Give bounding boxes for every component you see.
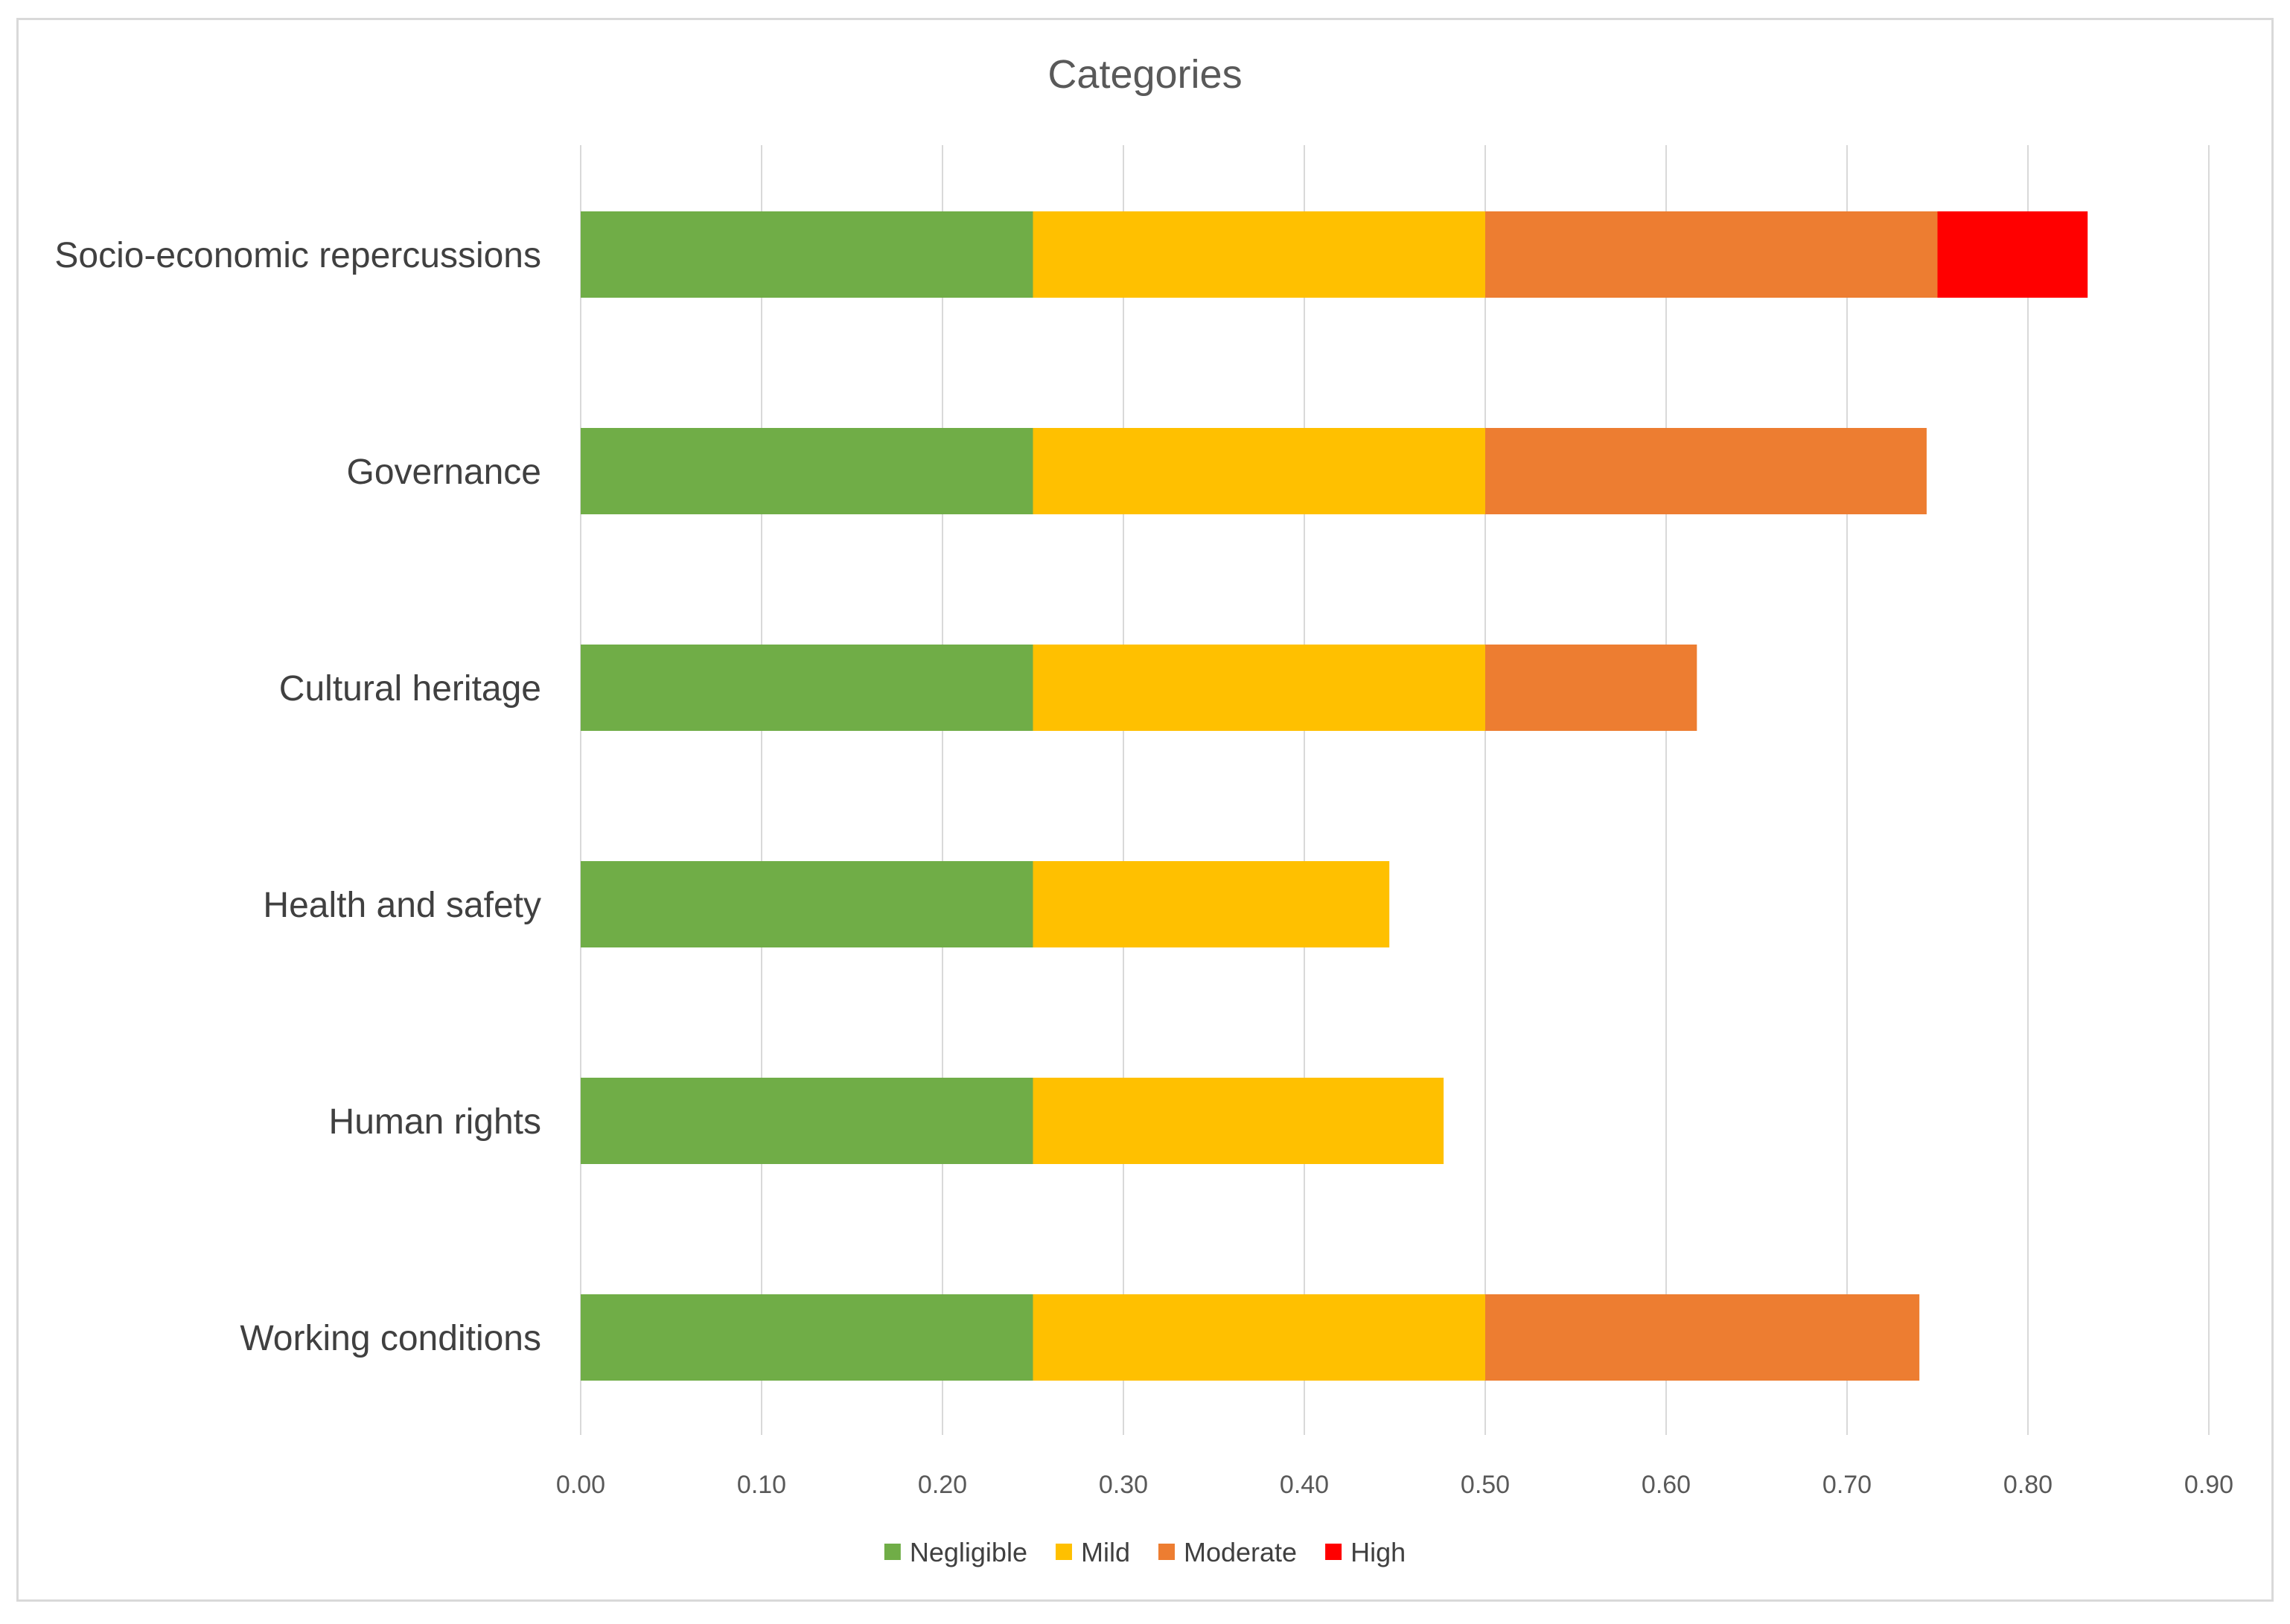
legend-item-moderate: Moderate <box>1158 1537 1297 1567</box>
legend-swatch <box>884 1544 901 1560</box>
chart-title: Categories <box>1047 52 1242 97</box>
gridlines <box>580 145 2210 1435</box>
legend-label: Negligible <box>910 1537 1027 1567</box>
bar-segment-negligible: Health and safety — Negligible: 0.25 <box>581 861 1033 947</box>
bar-segment-moderate: Governance — Moderate: 0.244 <box>1485 428 1927 514</box>
bar-segment-negligible: Human rights — Negligible: 0.25 <box>581 1078 1033 1164</box>
bar-segment-mild: Human rights — Mild: 0.227 <box>1033 1078 1444 1164</box>
bar-segment-high: Socio-economic repercussions — High: 0.0… <box>1937 211 2088 298</box>
bars: Socio-economic repercussions — Negligibl… <box>581 211 2088 1381</box>
x-tick-label: 0.30 <box>1099 1471 1148 1499</box>
legend-label: Moderate <box>1184 1537 1297 1567</box>
x-tick-label: 0.20 <box>918 1471 967 1499</box>
legend-swatch <box>1158 1544 1175 1560</box>
x-tick-label: 0.10 <box>737 1471 786 1499</box>
bar-segment-negligible: Governance — Negligible: 0.25 <box>581 428 1033 514</box>
x-tick-label: 0.40 <box>1280 1471 1329 1499</box>
category-label: Cultural heritage <box>279 669 541 709</box>
category-label: Health and safety <box>263 886 541 925</box>
bar-segment-negligible: Socio-economic repercussions — Negligibl… <box>581 211 1033 298</box>
category-label: Governance <box>347 453 542 492</box>
x-tick-label: 0.50 <box>1461 1471 1510 1499</box>
bar-segment-mild: Health and safety — Mild: 0.197 <box>1033 861 1390 947</box>
legend-swatch <box>1325 1544 1342 1560</box>
bar-segment-moderate: Cultural heritage — Moderate: 0.117 <box>1485 645 1697 731</box>
axis-labels: 0.00 0.10 0.20 0.30 0.40 0.50 0.60 0.70 0.80 0.90… <box>54 236 2233 1499</box>
bar-segment-mild: Working conditions — Mild: 0.25 <box>1033 1294 1485 1381</box>
legend-item-mild: Mild <box>1055 1537 1130 1567</box>
bar-segment-moderate: Socio-economic repercussions — Moderate:… <box>1485 211 1938 298</box>
legend: Negligible Mild Moderate High <box>884 1537 1406 1567</box>
legend-label: Mild <box>1081 1537 1130 1567</box>
bar-segment-moderate: Working conditions — Moderate: 0.24 <box>1485 1294 1920 1381</box>
legend-item-high: High <box>1325 1537 1406 1567</box>
x-tick-label: 0.90 <box>2184 1471 2233 1499</box>
category-label: Working conditions <box>240 1319 541 1358</box>
x-tick-label: 0.80 <box>2003 1471 2053 1499</box>
legend-label: High <box>1350 1537 1406 1567</box>
legend-swatch <box>1055 1544 1072 1560</box>
bar-segment-mild: Cultural heritage — Mild: 0.25 <box>1033 645 1485 731</box>
bar-segment-mild: Socio-economic repercussions — Mild: 0.2… <box>1033 211 1485 298</box>
x-tick-label: 0.60 <box>1642 1471 1691 1499</box>
category-label: Socio-economic repercussions <box>54 236 541 275</box>
bar-segment-negligible: Working conditions — Negligible: 0.25 <box>581 1294 1033 1381</box>
x-tick-label: 0.70 <box>1822 1471 1872 1499</box>
legend-item-negligible: Negligible <box>884 1537 1027 1567</box>
x-tick-label: 0.00 <box>556 1471 605 1499</box>
bar-segment-mild: Governance — Mild: 0.25 <box>1033 428 1485 514</box>
bar-segment-negligible: Cultural heritage — Negligible: 0.25 <box>581 645 1033 731</box>
category-label: Human rights <box>329 1102 541 1142</box>
